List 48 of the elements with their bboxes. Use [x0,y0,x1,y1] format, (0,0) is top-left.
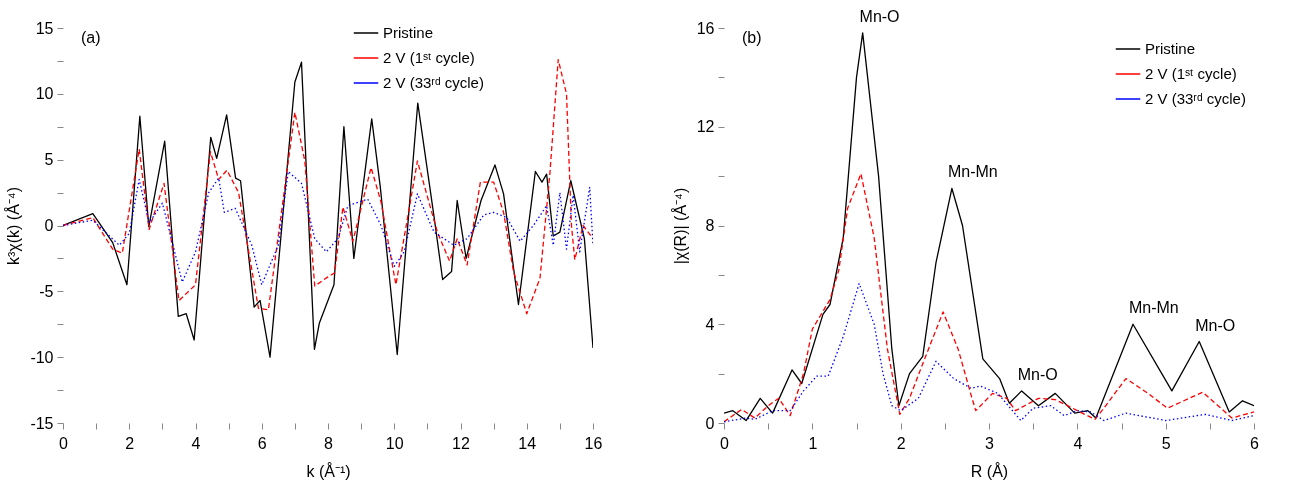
y-tick-label: 0 [44,217,54,234]
legend-label: 2 V (33ʳᵈ cycle) [383,74,484,91]
x-tick-label: 16 [584,434,603,452]
x-tick-label: 4 [191,434,201,452]
annotation: Mn-Mn [947,163,998,181]
annotation: (a) [81,29,101,46]
x-tick-label: 8 [324,434,334,452]
legend-label: 2 V (1ˢᵗ cycle) [1145,65,1237,82]
x-tick-label: 3 [985,434,995,452]
x-tick-label: 2 [125,434,135,452]
y-tick-label: 0 [705,414,715,432]
x-tick-label: 2 [896,434,906,452]
annotation: Mn-O [859,7,900,25]
x-tick-label: 0 [59,434,69,452]
x-tick-label: 10 [385,434,404,452]
line-series [724,32,1254,422]
y-tick-label: 10 [35,85,54,103]
y-tick-label: 5 [44,151,54,169]
y-tick-label: -10 [30,348,54,366]
annotation: Mn-Mn [1128,299,1179,317]
x-tick-label: 4 [1073,434,1083,452]
y-tick-label: -15 [30,414,54,432]
y-tick-label: -5 [39,282,54,300]
y-tick-label: 8 [705,217,715,234]
line-series [63,170,593,286]
x-axis-title: k (Å⁻¹) [306,461,351,480]
y-axis-title: k³χ(k) (Å⁻⁴) [4,186,23,266]
legend-label: Pristine [383,24,434,41]
annotation: Mn-O [1017,365,1058,383]
x-tick-label: 12 [452,434,470,452]
x-axis-title: R (Å) [970,461,1009,480]
x-tick-label: 6 [1250,434,1260,452]
x-tick-label: 5 [1161,434,1171,452]
legend-label: 2 V (33ʳᵈ cycle) [1145,90,1246,107]
annotation: Mn-O [1195,316,1236,334]
legend-label: Pristine [1145,40,1196,57]
annotation: (b) [742,29,762,46]
legend-label: 2 V (1ˢᵗ cycle) [383,49,475,66]
x-tick-label: 0 [720,434,730,452]
y-tick-label: 15 [35,19,54,37]
y-tick-label: 16 [696,19,715,37]
x-tick-label: 14 [518,434,537,452]
x-tick-label: 6 [257,434,267,452]
x-tick-label: 1 [808,434,818,452]
line-series [724,282,1254,423]
y-axis-title: |χ(R)| (Å⁻⁴) [670,187,689,265]
y-tick-label: 4 [705,315,715,333]
y-tick-label: 12 [696,118,715,136]
